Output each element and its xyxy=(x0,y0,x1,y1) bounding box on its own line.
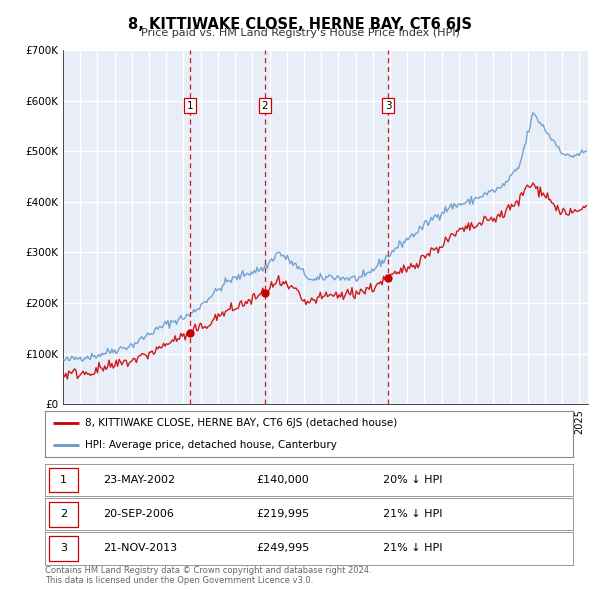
Text: Price paid vs. HM Land Registry's House Price Index (HPI): Price paid vs. HM Land Registry's House … xyxy=(140,28,460,38)
Text: 3: 3 xyxy=(60,543,67,553)
Text: 8, KITTIWAKE CLOSE, HERNE BAY, CT6 6JS (detached house): 8, KITTIWAKE CLOSE, HERNE BAY, CT6 6JS (… xyxy=(85,418,397,428)
Text: 21-NOV-2013: 21-NOV-2013 xyxy=(103,543,177,553)
Text: 2: 2 xyxy=(60,509,67,519)
Text: 20-SEP-2006: 20-SEP-2006 xyxy=(103,509,174,519)
Text: 21% ↓ HPI: 21% ↓ HPI xyxy=(383,543,442,553)
Text: £219,995: £219,995 xyxy=(256,509,310,519)
FancyBboxPatch shape xyxy=(49,502,78,526)
Text: 2: 2 xyxy=(262,101,268,111)
FancyBboxPatch shape xyxy=(49,536,78,560)
Text: 23-MAY-2002: 23-MAY-2002 xyxy=(103,475,175,485)
Text: 8, KITTIWAKE CLOSE, HERNE BAY, CT6 6JS: 8, KITTIWAKE CLOSE, HERNE BAY, CT6 6JS xyxy=(128,17,472,31)
Text: £140,000: £140,000 xyxy=(256,475,309,485)
Text: 3: 3 xyxy=(385,101,392,111)
Text: £249,995: £249,995 xyxy=(256,543,310,553)
Text: HPI: Average price, detached house, Canterbury: HPI: Average price, detached house, Cant… xyxy=(85,440,337,450)
FancyBboxPatch shape xyxy=(49,468,78,492)
Text: 20% ↓ HPI: 20% ↓ HPI xyxy=(383,475,442,485)
Text: 21% ↓ HPI: 21% ↓ HPI xyxy=(383,509,442,519)
Text: 1: 1 xyxy=(60,475,67,485)
Text: 1: 1 xyxy=(187,101,193,111)
Text: Contains HM Land Registry data © Crown copyright and database right 2024.
This d: Contains HM Land Registry data © Crown c… xyxy=(45,566,371,585)
